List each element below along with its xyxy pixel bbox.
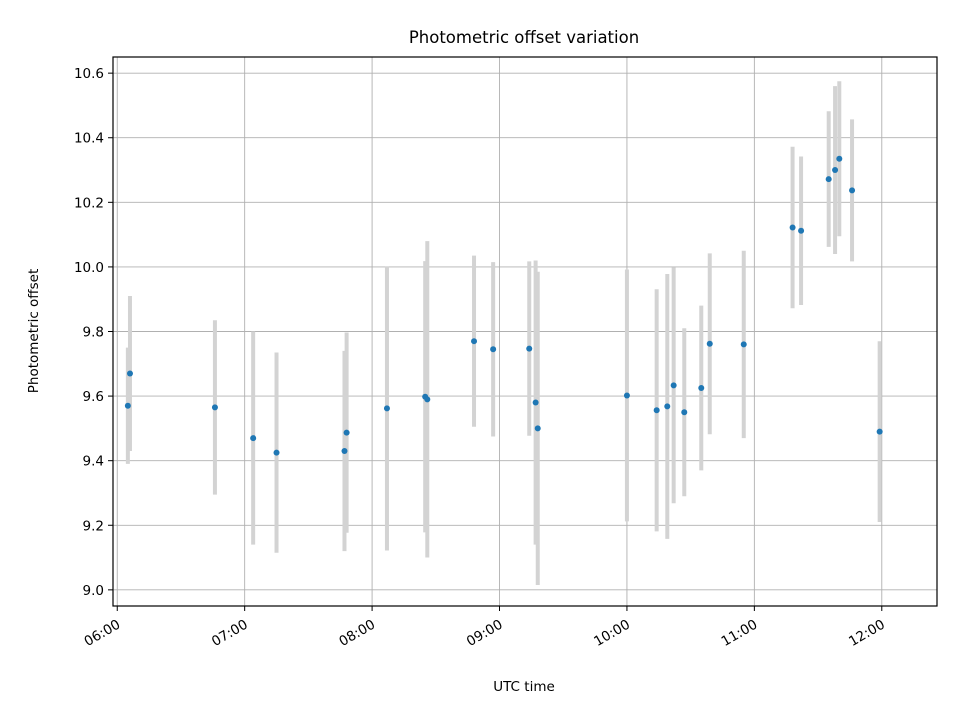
y-tick-label: 10.2 [74,195,104,211]
data-point [124,402,131,409]
data-point [424,396,431,403]
data-point [681,409,688,416]
data-point [490,346,497,353]
x-tick-label: 12:00 [846,617,888,650]
data-point [273,449,280,456]
x-tick-label: 07:00 [209,617,251,650]
data-point [534,425,541,432]
data-point [740,341,747,348]
data-points [124,155,883,456]
data-point [876,428,883,435]
y-tick-label: 9.2 [83,518,104,534]
plot-frame [112,56,938,607]
data-point [471,338,478,345]
data-point [832,167,839,174]
data-point [798,227,805,234]
y-axis-label: Photometric offset [26,269,42,393]
axis-ticks: 06:00 07:00 08:00 09:00 10:00 11:00 12:00 9.0 9.… [74,66,888,650]
y-tick-label: 10.4 [74,131,104,147]
data-point [825,176,832,183]
x-tick-label: 10:00 [591,617,633,650]
x-tick-label: 09:00 [464,617,506,650]
x-tick-label: 11:00 [719,617,761,650]
data-point [343,429,350,436]
data-point [653,407,660,414]
y-tick-label: 9.8 [83,325,104,341]
data-point [789,224,796,231]
data-point [250,435,257,442]
data-point [623,392,630,399]
data-point [383,405,390,412]
data-point [341,447,348,454]
data-point [698,385,705,392]
x-tick-label: 08:00 [336,617,378,650]
data-point [532,399,539,406]
data-point [526,345,533,352]
data-point [706,340,713,347]
data-point [211,404,218,411]
y-tick-label: 10.6 [74,66,104,82]
y-tick-label: 10.0 [74,260,104,276]
error-bars [125,81,882,586]
chart-title: Photometric offset variation [409,28,639,47]
data-point [664,403,671,410]
data-point [126,370,133,377]
y-tick-label: 9.4 [83,454,104,470]
grid [113,57,937,606]
y-tick-label: 9.0 [83,583,104,599]
x-tick-label: 06:00 [82,617,124,650]
data-point [836,155,843,162]
y-tick-label: 9.6 [83,389,104,405]
x-axis-label: UTC time [493,679,555,695]
data-point [849,187,856,194]
data-point [670,382,677,389]
